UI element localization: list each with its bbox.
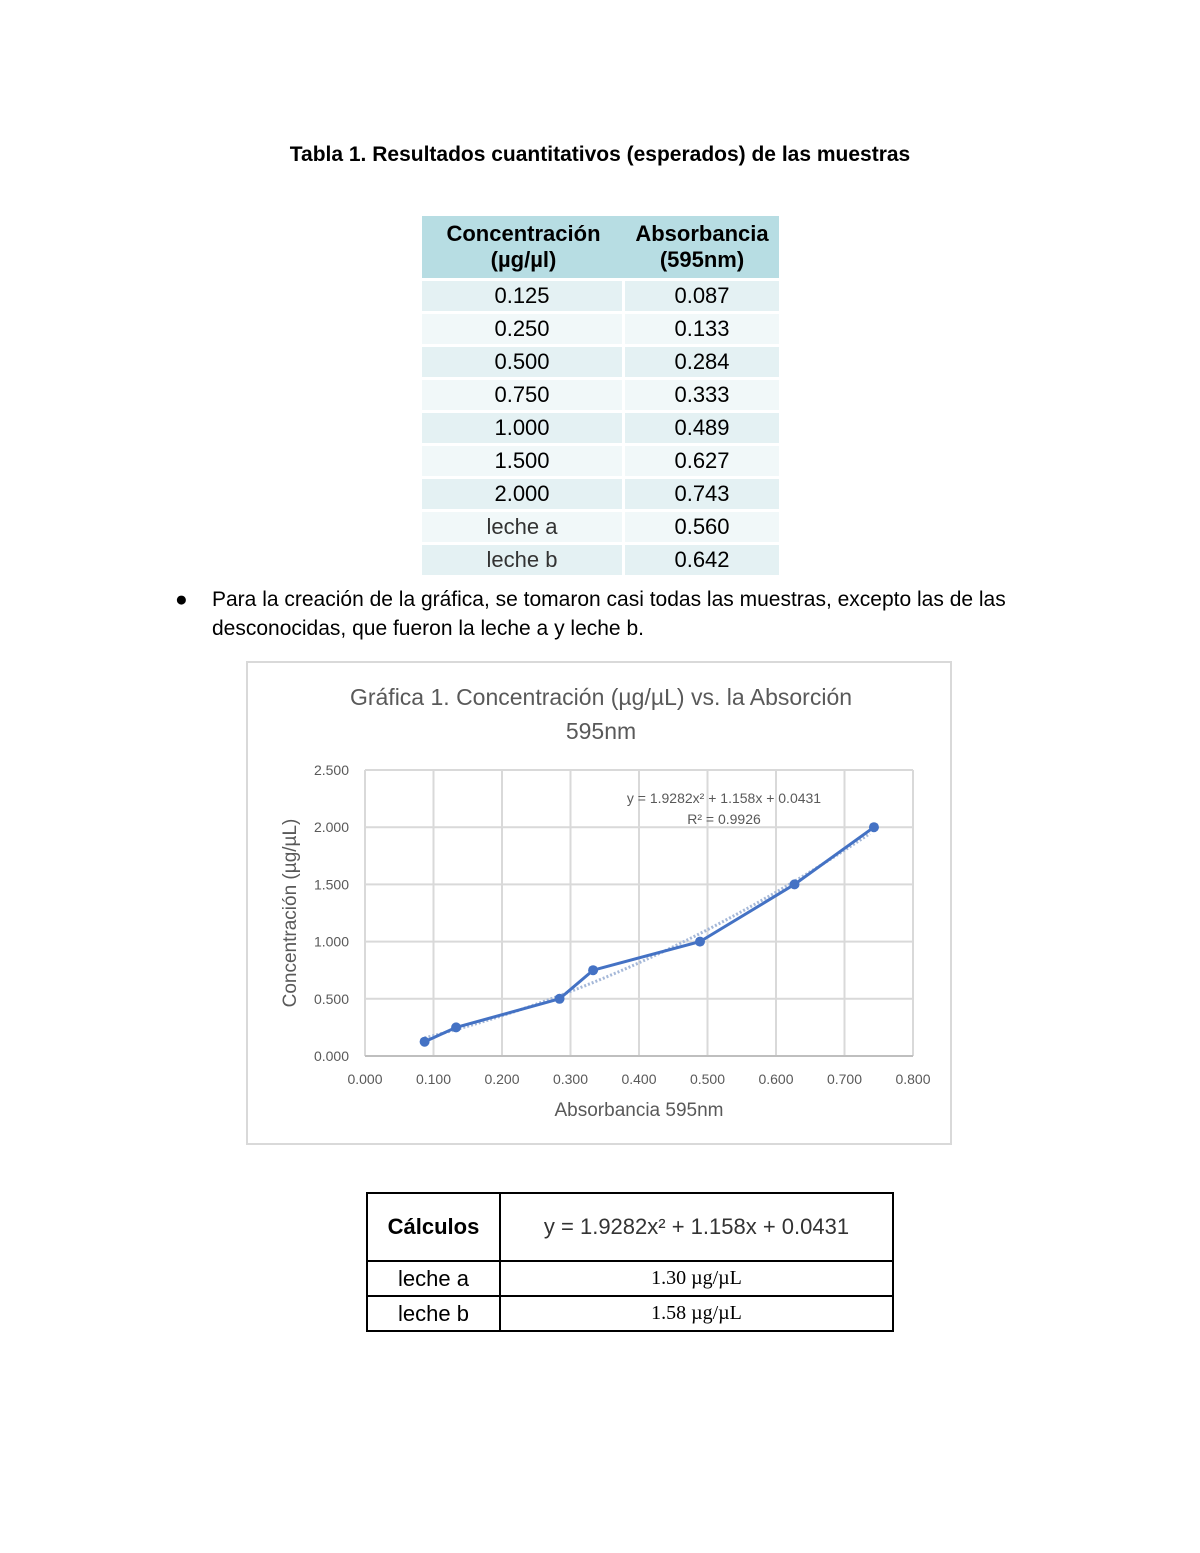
data-point <box>451 1022 462 1033</box>
data-point <box>694 936 705 947</box>
x-tick-label: 0.500 <box>690 1071 725 1087</box>
absorbance-cell: 0.743 <box>625 476 779 509</box>
calc-equation: y = 1.9282x² + 1.158x + 0.0431 <box>499 1192 894 1262</box>
concentration-cell: 0.500 <box>422 344 625 377</box>
header-concentration: Concentración (µg/µl) <box>422 216 625 278</box>
header-absorbance: Absorbancia (595nm) <box>625 216 779 278</box>
table-row: 1.500 0.627 <box>422 443 779 476</box>
data-point <box>868 822 879 833</box>
x-tick-label: 0.100 <box>416 1071 451 1087</box>
series-line <box>423 825 875 1044</box>
absorbance-cell: 0.642 <box>625 542 779 575</box>
concentration-cell: 0.750 <box>422 377 625 410</box>
x-tick-label: 0.000 <box>347 1071 382 1087</box>
concentration-cell: leche a <box>422 509 625 542</box>
concentration-cell: 0.125 <box>422 278 625 311</box>
concentration-cell: 1.500 <box>422 443 625 476</box>
x-axis-label: Absorbancia 595nm <box>555 1100 724 1121</box>
table-row: 2.000 0.743 <box>422 476 779 509</box>
bullet-icon: ● <box>175 588 188 611</box>
table-title: Tabla 1. Resultados cuantitativos (esper… <box>289 143 911 166</box>
absorbance-cell: 0.087 <box>625 278 779 311</box>
x-tick-label: 0.800 <box>895 1071 930 1087</box>
absorbance-cell: 0.333 <box>625 377 779 410</box>
table-row: 1.000 0.489 <box>422 410 779 443</box>
data-point <box>554 993 565 1004</box>
absorbance-cell: 0.627 <box>625 443 779 476</box>
calc-label: leche a <box>366 1260 501 1297</box>
concentration-cell: 1.000 <box>422 410 625 443</box>
absorbance-cell: 0.560 <box>625 509 779 542</box>
calc-result: 1.30 µg/µL <box>499 1260 894 1297</box>
y-axis-label: Concentración (µg/µL) <box>280 819 301 1008</box>
calc-table: Cálculos y = 1.9282x² + 1.158x + 0.0431 … <box>366 1192 894 1332</box>
concentration-cell: 0.250 <box>422 311 625 344</box>
chart-title: 595nm <box>566 718 636 744</box>
trendline-r2: R² = 0.9926 <box>687 811 761 827</box>
y-tick-label: 1.000 <box>314 934 349 950</box>
y-tick-label: 2.500 <box>314 762 349 778</box>
x-tick-label: 0.600 <box>758 1071 793 1087</box>
data-point <box>588 965 599 976</box>
table-row: leche a 0.560 <box>422 509 779 542</box>
chart-title: Gráfica 1. Concentración (µg/µL) vs. la … <box>350 684 852 710</box>
table-row: leche b 0.642 <box>422 542 779 575</box>
chart: 0.000 0.500 1.000 1.500 2.000 2.500 0.000 0.100… <box>246 661 952 1145</box>
data-point <box>419 1036 430 1047</box>
absorbance-cell: 0.133 <box>625 311 779 344</box>
concentration-cell: leche b <box>422 542 625 575</box>
table-row: 0.750 0.333 <box>422 377 779 410</box>
results-table: Concentración (µg/µl) Absorbancia (595nm) … <box>422 216 779 575</box>
calc-label: leche b <box>366 1295 501 1332</box>
table-row: 0.500 0.284 <box>422 344 779 377</box>
table-row: 0.125 0.087 <box>422 278 779 311</box>
chart-svg: 0.000 0.500 1.000 1.500 2.000 2.500 0.000 0.100… <box>280 684 931 1121</box>
data-point <box>789 879 800 890</box>
calc-header: Cálculos <box>366 1192 501 1262</box>
x-tick-label: 0.200 <box>484 1071 519 1087</box>
x-tick-label: 0.700 <box>827 1071 862 1087</box>
y-tick-label: 2.000 <box>314 819 349 835</box>
x-tick-label: 0.300 <box>553 1071 588 1087</box>
table-row: 0.250 0.133 <box>422 311 779 344</box>
absorbance-cell: 0.489 <box>625 410 779 443</box>
y-tick-label: 0.000 <box>314 1048 349 1064</box>
calc-result: 1.58 µg/µL <box>499 1295 894 1332</box>
absorbance-cell: 0.284 <box>625 344 779 377</box>
y-tick-label: 0.500 <box>314 991 349 1007</box>
y-tick-label: 1.500 <box>314 876 349 892</box>
x-tick-label: 0.400 <box>621 1071 656 1087</box>
concentration-cell: 2.000 <box>422 476 625 509</box>
trendline-equation: y = 1.9282x² + 1.158x + 0.0431 <box>627 790 821 806</box>
trendline <box>424 832 871 1040</box>
